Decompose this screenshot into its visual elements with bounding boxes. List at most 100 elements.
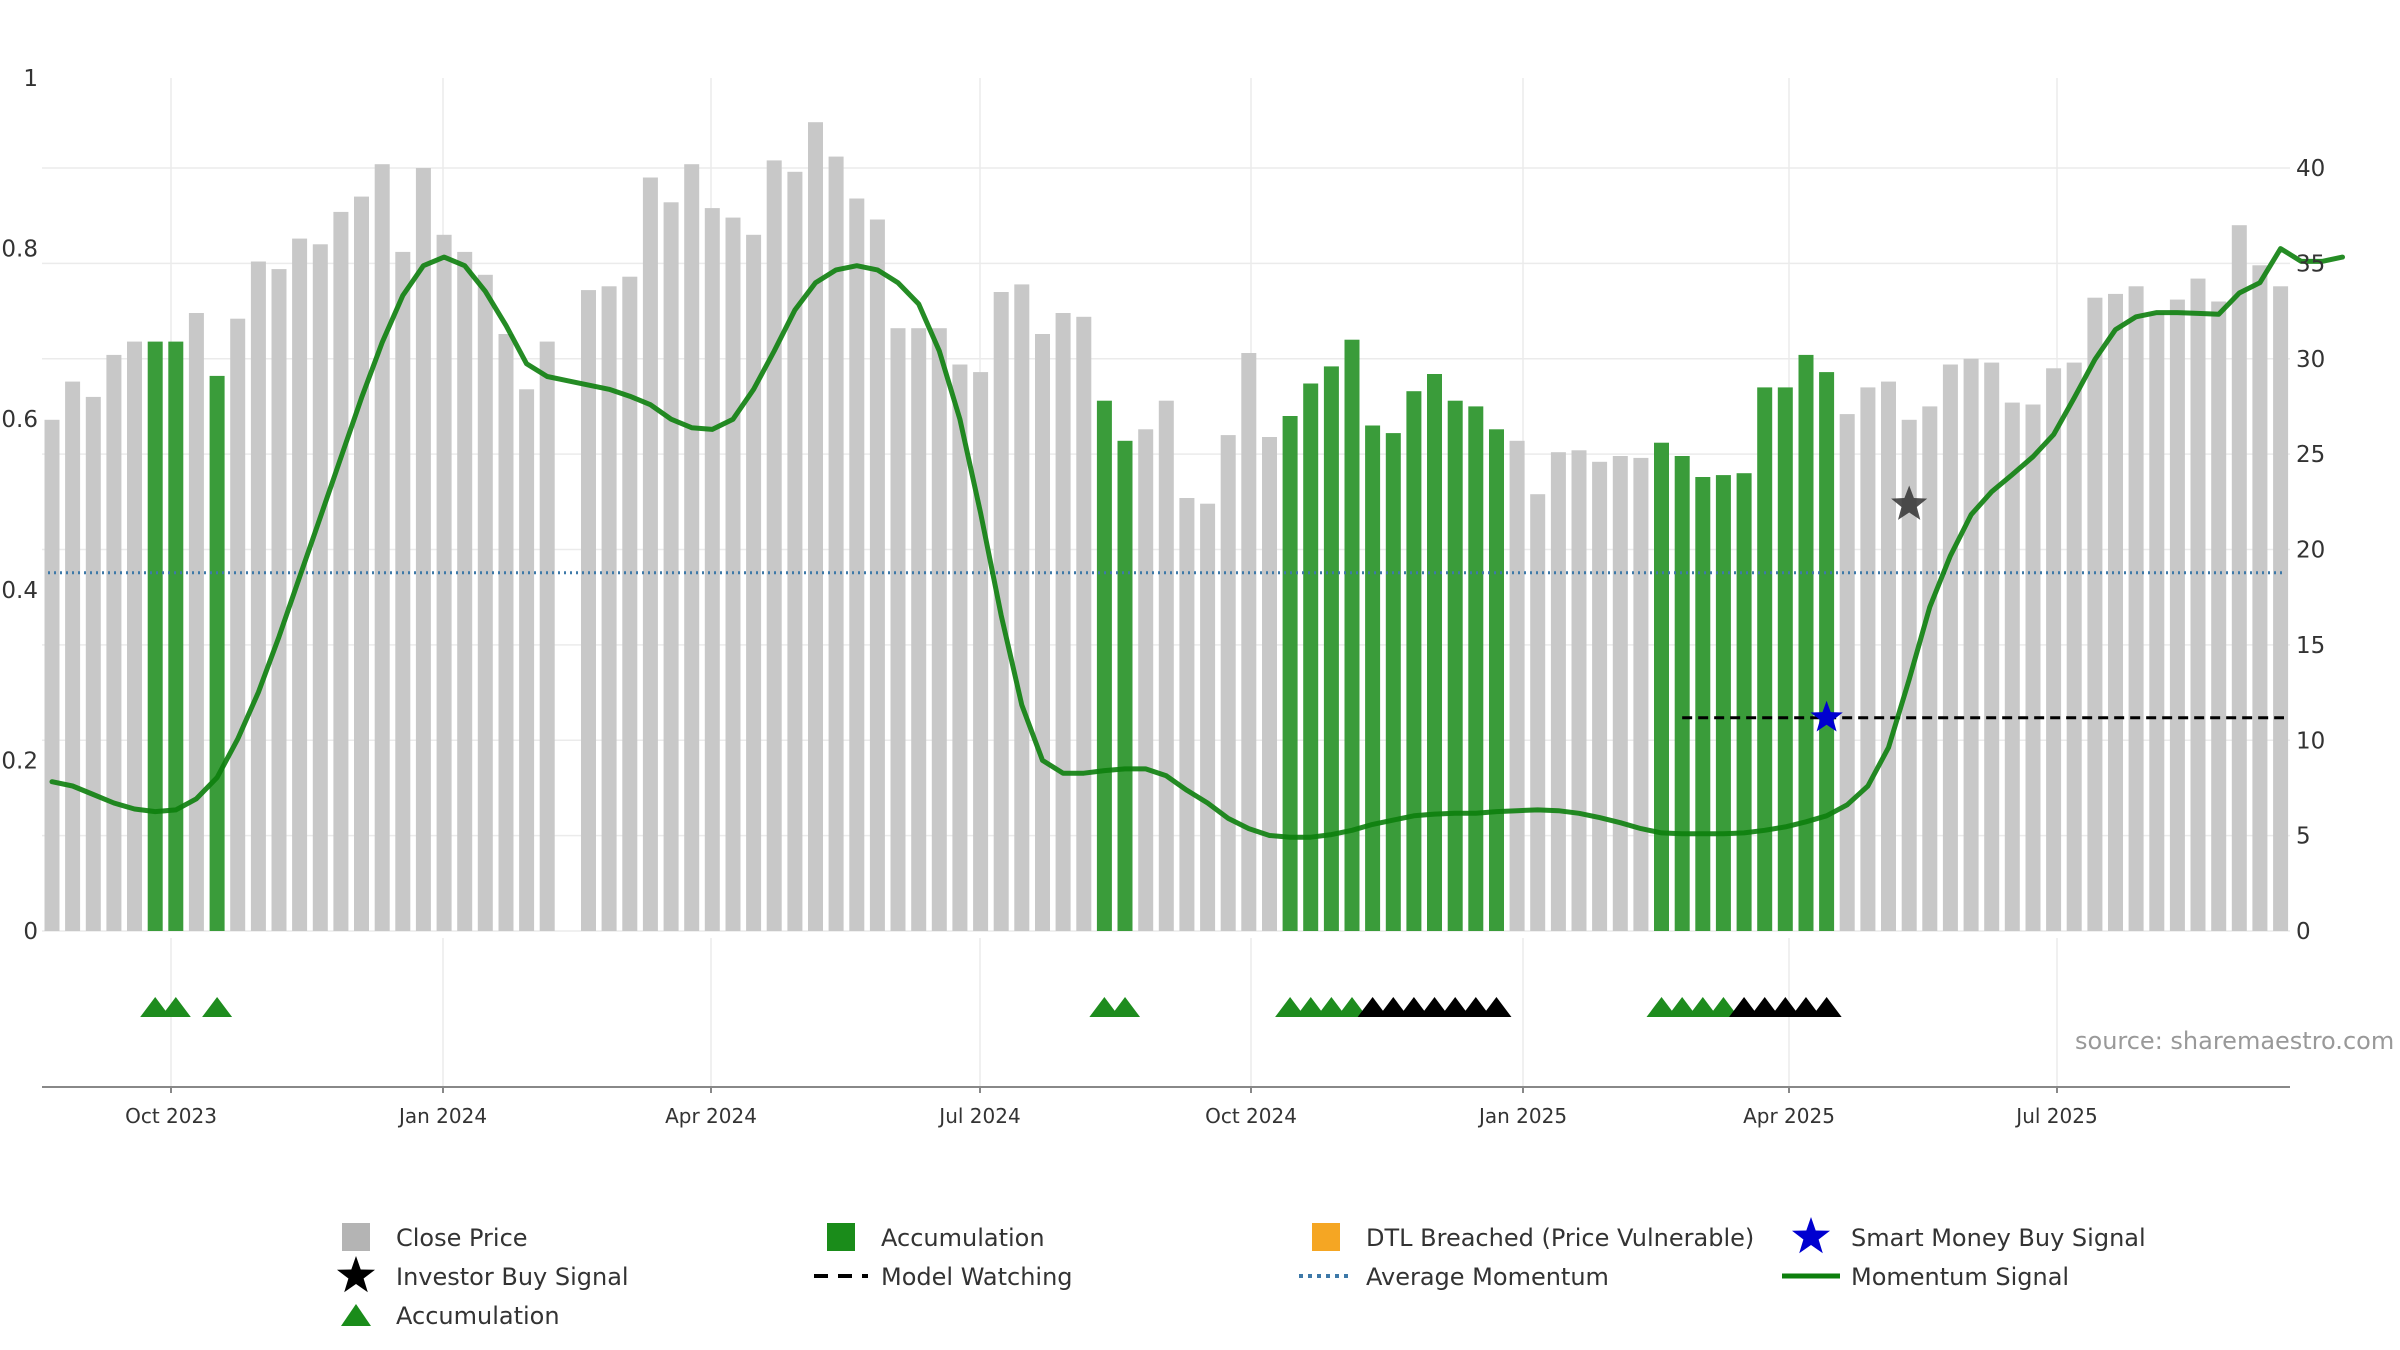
close-price-bar — [1860, 387, 1876, 931]
legend-item: Smart Money Buy Signal — [1792, 1217, 2146, 1254]
accumulation-triangle-icon — [1337, 997, 1368, 1017]
close-price-bar — [663, 202, 679, 932]
close-price-bar — [808, 122, 823, 931]
legend-label: DTL Breached (Price Vulnerable) — [1366, 1224, 1754, 1252]
accumulation-triangle-icon — [202, 997, 233, 1017]
x-tick-label: Jan 2024 — [397, 1104, 487, 1128]
close-price-bar — [1922, 406, 1938, 931]
accumulation-triangle-icon — [1089, 997, 1120, 1017]
close-price-bar — [1942, 364, 1958, 931]
close-price-bar — [1592, 461, 1608, 931]
close-price-bar — [952, 364, 968, 931]
close-price-bar — [2252, 265, 2268, 931]
y-right-tick-label: 0 — [2296, 919, 2311, 945]
close-price-bar — [601, 286, 617, 931]
close-price-bar — [766, 160, 782, 931]
close-price-bar — [1262, 437, 1277, 931]
close-price-bar — [292, 238, 308, 932]
close-price-bar — [2231, 225, 2247, 931]
close-price-bar — [1200, 503, 1216, 931]
y-left-tick-label: 0.2 — [1, 748, 38, 774]
y-right-tick-label: 35 — [2296, 251, 2325, 277]
accumulation-bar — [1323, 366, 1339, 931]
accumulation-triangle-icon — [1667, 997, 1698, 1017]
close-price-bar — [374, 164, 390, 931]
close-price-bar — [2004, 402, 2020, 932]
accumulation-bar — [1715, 475, 1731, 931]
accumulation-bar — [1489, 429, 1504, 931]
x-tick-label: Apr 2025 — [1743, 1104, 1835, 1128]
y-right-tick-label: 15 — [2296, 633, 2325, 659]
close-price-bar — [622, 276, 638, 931]
watch-triangle-icon — [1460, 997, 1491, 1017]
close-price-bar — [2273, 286, 2289, 931]
accumulation-bar — [1798, 354, 1814, 931]
close-price-bar — [1055, 313, 1071, 931]
close-price-bar — [2087, 297, 2103, 931]
accumulation-bar — [1736, 473, 1752, 931]
legend-label: Close Price — [396, 1224, 528, 1252]
close-price-bar — [1220, 435, 1236, 931]
close-price-bar — [312, 244, 328, 932]
accumulation-triangle-icon — [140, 997, 171, 1017]
close-price-bar — [1241, 353, 1257, 931]
close-price-bar — [1179, 498, 1195, 931]
legend-label: Smart Money Buy Signal — [1851, 1224, 2146, 1252]
close-price-bar — [931, 328, 947, 931]
legend-square-icon — [827, 1223, 855, 1251]
legend-item: Average Momentum — [1299, 1263, 1609, 1291]
y-left-tick-label: 0.8 — [1, 237, 38, 263]
y-right-tick-label: 5 — [2296, 824, 2311, 850]
close-price-bars — [44, 122, 2289, 932]
watch-triangle-icon — [1419, 997, 1450, 1017]
close-price-bar — [1633, 457, 1649, 931]
legend-square-icon — [1312, 1223, 1340, 1251]
close-price-bar — [539, 341, 555, 932]
watch-triangle-icon — [1440, 997, 1471, 1017]
accumulation-triangle-icon — [1316, 997, 1347, 1017]
y-left-tick-label: 0.4 — [1, 578, 38, 604]
close-price-bar — [746, 234, 762, 932]
close-price-bar — [85, 396, 101, 931]
accumulation-bar — [1303, 383, 1319, 931]
close-price-bar — [477, 274, 493, 931]
y-right-tick-label: 20 — [2296, 538, 2325, 564]
accumulation-bar — [168, 341, 184, 932]
close-price-bar — [1839, 414, 1855, 932]
accumulation-bar — [209, 375, 225, 931]
close-price-bar — [911, 328, 927, 931]
close-price-bar — [642, 177, 658, 931]
watch-triangle-icon — [1749, 997, 1780, 1017]
accumulation-bar — [1365, 425, 1381, 931]
close-price-bar — [436, 234, 452, 932]
close-price-bar — [849, 198, 865, 931]
close-price-bar — [869, 219, 885, 931]
x-tick-label: Apr 2024 — [665, 1104, 757, 1128]
accumulation-triangle-icon — [1275, 997, 1306, 1017]
close-price-bar — [395, 251, 411, 931]
accumulation-bar — [1344, 339, 1360, 931]
close-price-bar — [684, 164, 700, 931]
y-right-tick-label: 40 — [2296, 156, 2325, 182]
x-tick-label: Oct 2023 — [125, 1104, 217, 1128]
accumulation-bar — [1282, 416, 1298, 931]
close-price-bar — [1014, 284, 1030, 931]
accumulation-triangle-icon — [1646, 997, 1677, 1017]
watch-triangle-icon — [1481, 997, 1512, 1017]
close-price-bar — [2211, 301, 2227, 931]
close-price-bar — [271, 269, 287, 932]
close-price-bar — [44, 419, 60, 931]
watch-triangle-icon — [1378, 997, 1409, 1017]
legend-label: Momentum Signal — [1851, 1263, 2069, 1291]
close-price-bar — [1138, 429, 1154, 931]
close-price-bar — [973, 372, 989, 932]
close-price-bar — [2046, 368, 2062, 931]
close-price-bar — [704, 208, 720, 932]
close-price-bar — [106, 354, 122, 931]
close-price-bar — [65, 381, 81, 932]
x-tick-label: Oct 2024 — [1205, 1104, 1297, 1128]
y-right-tick-label: 10 — [2296, 728, 2325, 754]
legend-item: Accumulation — [827, 1223, 1045, 1252]
close-price-bar — [188, 313, 204, 931]
close-price-bar — [250, 261, 266, 931]
